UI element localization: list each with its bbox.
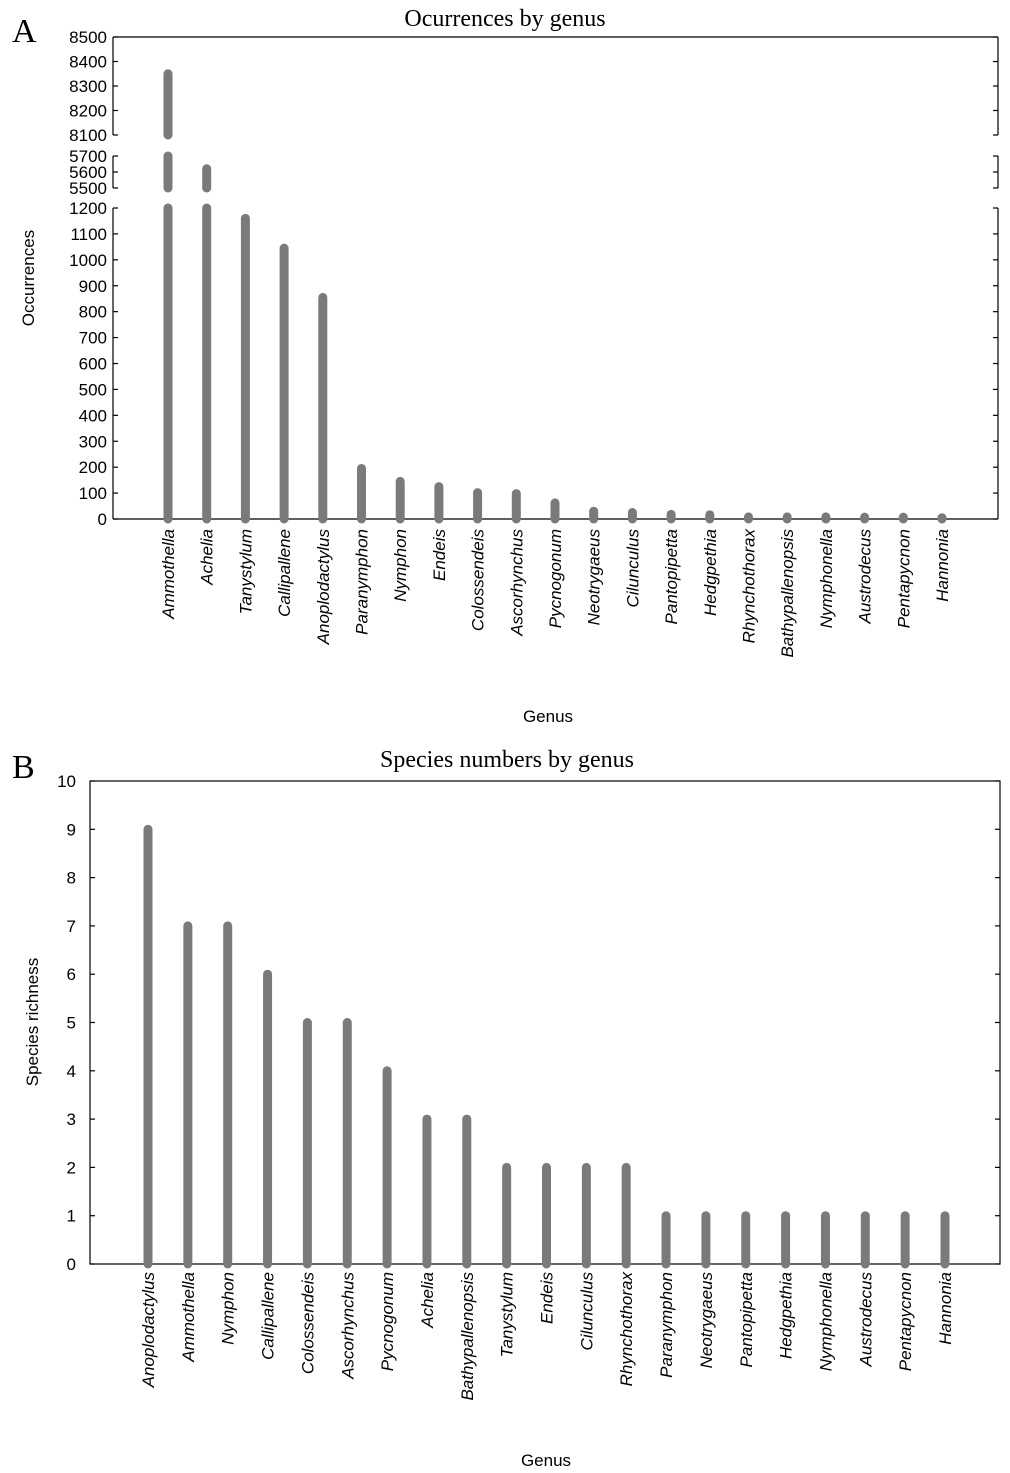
chart-a-x-tick-label: Colossendeis [469,529,488,632]
chart-a-y-tick-label: 900 [79,277,107,296]
chart-b-y-tick-label: 10 [57,772,76,791]
chart-b-x-tick-label: Anoplodactylus [139,1272,158,1389]
chart-a-y-tick-label: 100 [79,484,107,503]
chart-b-x-tick-label: Callipallene [259,1272,278,1360]
chart-b-title: Species numbers by genus [380,747,634,773]
chart-b-x-tick-label: Nymphonella [816,1272,835,1371]
chart-a-x-tick-label: Cilunculus [623,529,642,608]
chart-a-x-tick-label: Pentapycnon [894,529,913,628]
chart-a-x-tick-label: Anoplodactylus [314,529,333,646]
chart-a-y-tick-label: 400 [79,406,107,425]
chart-b-x-tick-label: Bathypallenopsis [458,1272,477,1401]
chart-a-x-tick-label: Rhynchothorax [740,529,759,644]
chart-a-x-tick-label: Endeis [430,529,449,581]
chart-a-x-tick-label: Callipallene [275,529,294,617]
panel-letter-a: A [12,13,37,50]
chart-b-x-tick-label: Cilunculus [577,1272,596,1351]
chart-b-y-tick-label: 3 [67,1110,76,1129]
chart-b-xlabel: Genus [521,1451,571,1470]
chart-b-x-tick-label: Pentapycnon [896,1272,915,1371]
chart-a-y-tick-label: 5700 [69,147,107,166]
chart-a-x-tick-label: Neotrygaeus [585,529,604,626]
chart-a-x-tick-label: Nymphonella [817,529,836,628]
chart-b-y-tick-label: 5 [67,1014,76,1033]
chart-b-x-tick-label: Nymphon [219,1272,238,1345]
chart-a-y-tick-label: 8500 [69,28,107,47]
chart-b-plot: 0 1 2 3 4 5 6 7 8 9 10 Anoplodactylus Ammothella Nymp… [57,772,1000,1401]
chart-b-x-tick-label: Tanystylum [498,1272,517,1357]
chart-b-x-tick-label: Hannonia [936,1272,955,1345]
chart-b-x-tick-label: Pantopipetta [737,1272,756,1367]
chart-b-y-tick-label: 6 [67,965,76,984]
chart-b-x-tick-label: Hedgpethia [777,1272,796,1359]
chart-a-y-tick-label: 200 [79,458,107,477]
chart-b-y-tick-label: 8 [67,869,76,888]
chart-b-ylabel: Species richness [23,958,42,1087]
chart-b-y-tick-label: 2 [67,1158,76,1177]
chart-b-x-tick-label: Ammothella [179,1272,198,1363]
chart-a-x-tick-label: Hannonia [933,529,952,602]
chart-a-y-tick-label: 8200 [69,102,107,121]
panel-letter-b: B [12,749,35,786]
chart-a-y-tick-label: 1100 [70,225,107,244]
chart-a-title: Ocurrences by genus [404,6,605,32]
chart-a-x-tick-label: Achelia [198,529,217,586]
chart-a-y-tick-label: 300 [79,432,107,451]
chart-a-x-tick-label: Ascorhynchus [507,529,526,637]
chart-a-xlabel: Genus [523,707,573,726]
chart-a-y-tick-label: 500 [79,380,107,399]
chart-a-x-tick-label: Pantopipetta [662,529,681,624]
chart-a-x-tick-label: Austrodecus [856,529,875,625]
chart-b-y-tick-label: 0 [67,1255,76,1274]
chart-a-y-tick-label: 8300 [69,77,107,96]
chart-b-x-tick-label: Paranymphon [657,1272,676,1378]
chart-b-y-tick-label: 4 [67,1062,76,1081]
chart-b-x-tick-label: Ascorhynchus [338,1272,357,1380]
chart-a-x-tick-label: Hedgpethia [701,529,720,616]
chart-a-x-tick-label: Bathypallenopsis [778,529,797,658]
chart-b-x-tick-label: Endeis [538,1272,557,1324]
chart-b-y-tick-label: 1 [67,1207,76,1226]
chart-a-y-tick-label: 8400 [69,53,107,72]
chart-b-y-tick-label: 7 [67,917,76,936]
chart-a-x-tick-label: Ammothella [159,529,178,620]
chart-b-x-tick-label: Achelia [418,1272,437,1329]
chart-a-x-tick-label: Paranymphon [353,529,372,635]
chart-a-y-tick-label: 600 [79,355,107,374]
chart-a-ylabel: Occurrences [19,230,38,326]
chart-b-x-tick-label: Rhynchothorax [617,1272,636,1387]
chart-b-y-tick-label: 9 [67,820,76,839]
chart-a-y-tick-label: 8100 [69,126,107,145]
chart-a-x-tick-label: Pycnogonum [546,529,565,628]
chart-a-plot: 0 100 200 300 400 500 600 700 800 900 1000 1100 1200… [69,28,998,658]
chart-b-x-tick-label: Pycnogonum [378,1272,397,1371]
chart-a-y-tick-label: 700 [79,329,107,348]
chart-a-y-tick-label: 0 [98,510,107,529]
chart-a-y-tick-label: 1200 [69,199,107,218]
chart-b-x-tick-label: Neotrygaeus [697,1272,716,1369]
chart-a-x-tick-label: Nymphon [391,529,410,602]
chart-b-x-tick-label: Colossendeis [298,1272,317,1375]
chart-a-y-tick-label: 800 [79,303,107,322]
chart-a-x-tick-label: Tanystylum [236,529,255,614]
chart-a-y-tick-label: 1000 [69,251,107,270]
chart-b-x-tick-label: Austrodecus [856,1272,875,1368]
